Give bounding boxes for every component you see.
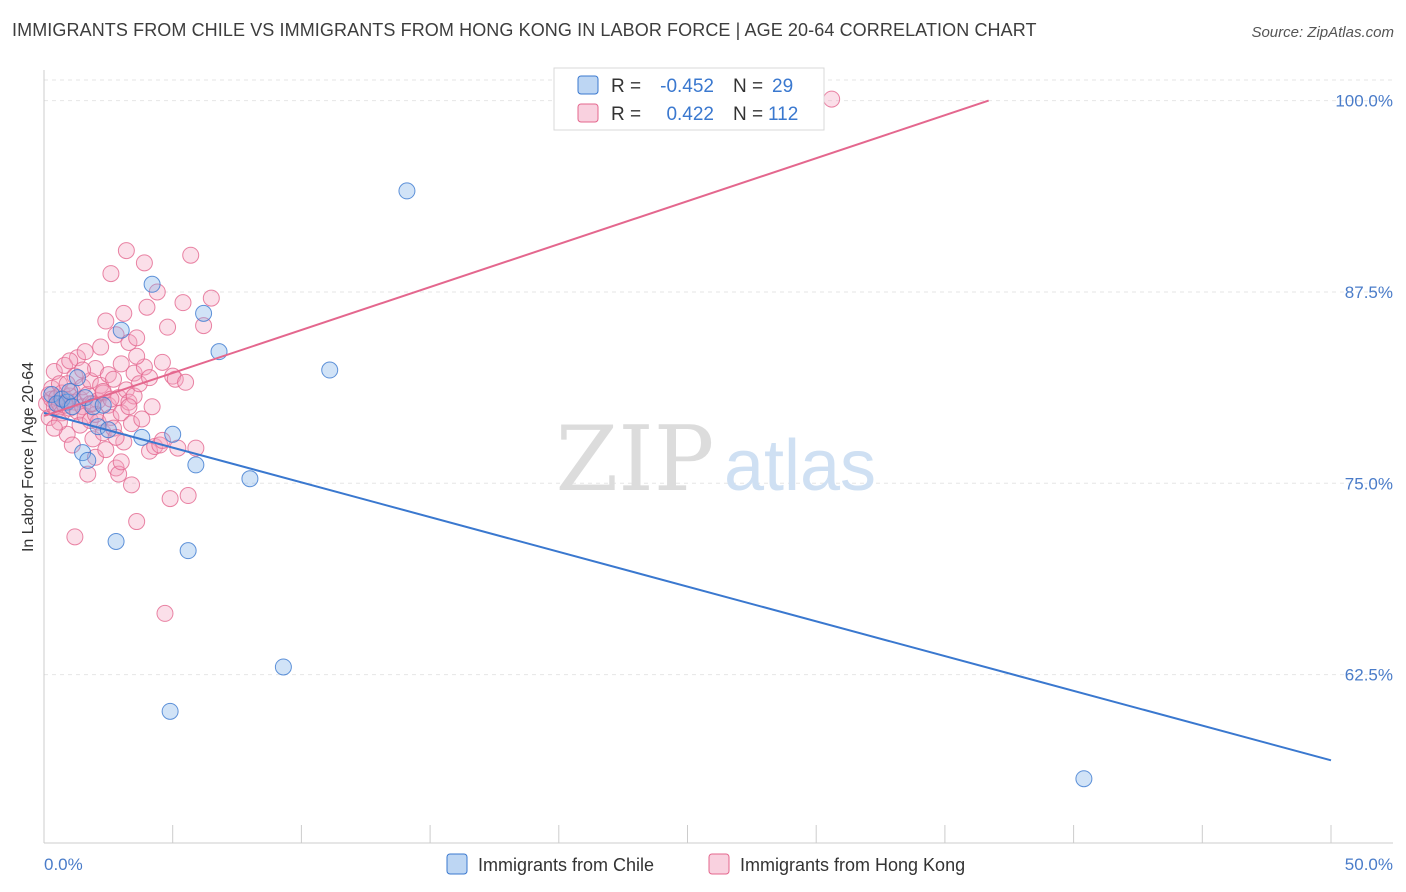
- hongkong-point-46: [97, 441, 115, 459]
- hongkong-point-77: [143, 398, 161, 416]
- chile-points: [43, 182, 1093, 788]
- hongkong-point-88: [174, 294, 192, 312]
- legend-r-label-2: R =: [611, 104, 641, 125]
- hongkong-swatch: [577, 103, 599, 123]
- hongkong-points: [38, 90, 841, 622]
- hongkong-point-50: [102, 265, 120, 283]
- y-tick-labels: 62.5% 75.0% 87.5% 100.0%: [1335, 92, 1393, 685]
- chile-point-26: [321, 361, 339, 379]
- legend-hongkong-label: Immigrants from Hong Kong: [740, 855, 965, 875]
- hongkong-point-90: [182, 246, 200, 264]
- legend-box: [553, 67, 825, 131]
- hongkong-point-30: [76, 343, 94, 361]
- hongkong-point-70: [128, 513, 146, 531]
- y-tick-label-3: 100.0%: [1335, 92, 1393, 111]
- watermark-zip: ZIP: [556, 407, 715, 512]
- hongkong-point-75: [138, 298, 156, 316]
- legend-n-label-2: N =: [733, 104, 763, 125]
- hongkong-point-104: [128, 347, 146, 365]
- chile-point-25: [274, 658, 292, 676]
- hongkong-point-93: [202, 289, 220, 307]
- watermark: ZIP atlas: [556, 407, 876, 512]
- chile-point-0: [43, 386, 61, 404]
- hongkong-point-59: [115, 304, 133, 322]
- hongkong-point-97: [61, 352, 79, 370]
- hongkong-point-111: [823, 90, 841, 108]
- chile-point-12: [94, 396, 112, 414]
- legend-hongkong-swatch: [708, 853, 730, 875]
- hongkong-point-106: [45, 419, 63, 437]
- hongkong-point-98: [120, 398, 138, 416]
- hongkong-point-47: [99, 366, 117, 384]
- y-tick-label-1: 75.0%: [1345, 474, 1393, 493]
- y-tick-label-0: 62.5%: [1345, 666, 1393, 685]
- hongkong-point-73: [135, 254, 153, 272]
- y-axis-label: In Labor Force | Age 20-64: [20, 362, 37, 552]
- chile-point-19: [164, 425, 182, 443]
- chile-point-21: [187, 456, 205, 474]
- source-credit: Source: ZipAtlas.com: [1251, 24, 1394, 41]
- legend-n-value-1: 29: [772, 76, 793, 97]
- chile-point-27: [398, 182, 416, 200]
- hongkong-point-62: [117, 242, 135, 260]
- chile-point-6: [68, 369, 86, 387]
- hongkong-point-65: [123, 415, 141, 433]
- axes: [43, 70, 1393, 844]
- hongkong-point-57: [112, 355, 130, 373]
- hongkong-point-81: [153, 353, 171, 371]
- hongkong-point-66: [123, 476, 141, 494]
- chile-swatch: [577, 75, 599, 95]
- legend-r-value-1: -0.452: [660, 76, 714, 97]
- legend-n-label-1: N =: [733, 76, 763, 97]
- chile-trend-line: [43, 411, 1332, 762]
- hongkong-point-84: [161, 490, 179, 508]
- hongkong-point-53: [107, 326, 125, 344]
- chile-point-14: [107, 532, 125, 550]
- hongkong-point-69: [128, 329, 146, 347]
- chile-point-9: [79, 451, 97, 469]
- trend-lines: [43, 99, 1332, 762]
- chile-point-28: [1075, 770, 1093, 788]
- watermark-atlas: atlas: [724, 426, 876, 506]
- legend-n-value-2: 112: [768, 104, 798, 125]
- x-tick-label-1: 50.0%: [1345, 855, 1393, 874]
- correlation-legend: R = -0.452 N = 29 R = 0.422 N = 112: [553, 67, 825, 131]
- series-legend: Immigrants from Chile Immigrants from Ho…: [446, 853, 965, 875]
- hongkong-trend-line: [43, 99, 989, 417]
- x-tick-labels: 0.0% 50.0%: [44, 855, 1393, 874]
- legend-chile-swatch: [446, 853, 468, 875]
- gridlines: [44, 79, 1393, 676]
- chile-point-20: [179, 542, 197, 560]
- chart-title: IMMIGRANTS FROM CHILE VS IMMIGRANTS FROM…: [12, 20, 1037, 40]
- x-tick-label-0: 0.0%: [44, 855, 83, 874]
- hongkong-point-76: [141, 442, 159, 460]
- hongkong-point-41: [92, 338, 110, 356]
- hongkong-point-82: [156, 604, 174, 622]
- legend-r-value-2: 0.422: [666, 104, 714, 125]
- hongkong-point-110: [177, 373, 195, 391]
- chile-point-18: [161, 702, 179, 720]
- hongkong-point-14: [56, 356, 74, 374]
- chile-point-24: [241, 470, 259, 488]
- hongkong-point-109: [112, 453, 130, 471]
- hongkong-point-72: [133, 410, 151, 428]
- chile-point-22: [195, 304, 213, 322]
- hongkong-point-89: [179, 487, 197, 505]
- hongkong-point-92: [195, 317, 213, 335]
- hongkong-point-83: [159, 318, 177, 336]
- y-tick-label-2: 87.5%: [1345, 283, 1393, 302]
- legend-chile-label: Immigrants from Chile: [478, 855, 654, 875]
- chile-point-17: [143, 275, 161, 293]
- hongkong-point-94: [66, 528, 84, 546]
- hongkong-point-32: [79, 465, 97, 483]
- hongkong-point-51: [104, 370, 122, 388]
- hongkong-point-45: [97, 312, 115, 330]
- hongkong-point-67: [125, 364, 143, 382]
- chile-point-15: [112, 321, 130, 339]
- legend-r-label-1: R =: [611, 76, 641, 97]
